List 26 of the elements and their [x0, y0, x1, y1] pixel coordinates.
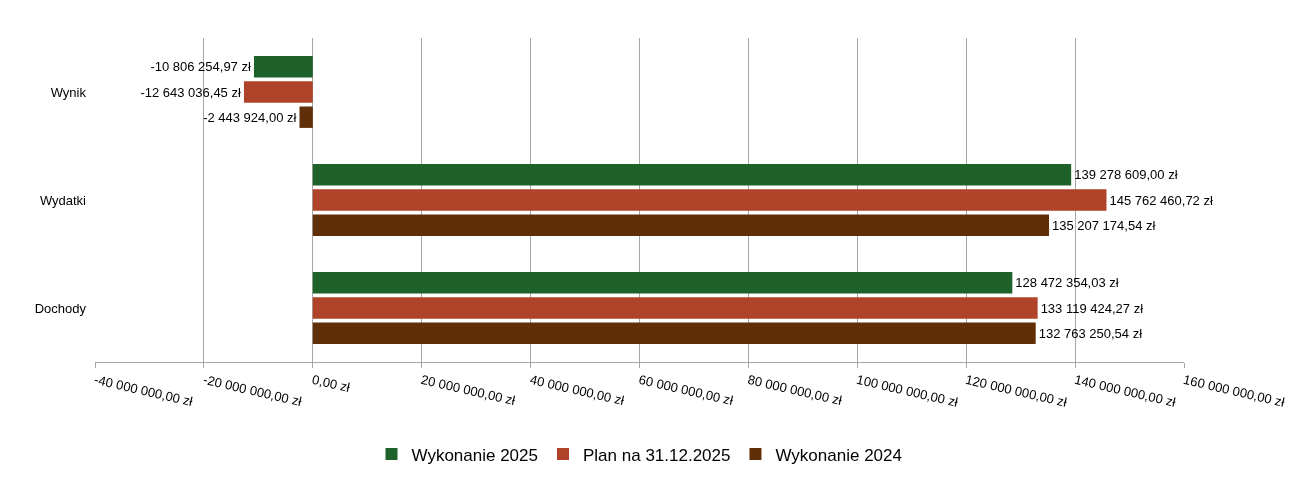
x-tick-label: 40 000 000,00 zł [528, 371, 626, 409]
data-label: -2 443 924,00 zł [203, 109, 297, 125]
y-tick-label: Dochody [34, 300, 87, 316]
x-tick-label: 160 000 000,00 zł [1181, 371, 1287, 410]
x-tick-label: 0,00 zł [310, 371, 352, 396]
data-label: 133 119 424,27 zł [1040, 300, 1144, 316]
legend-label: Wykonanie 2024 [775, 445, 902, 465]
x-tick-label: 100 000 000,00 zł [855, 371, 960, 410]
x-tick-label: 20 000 000,00 zł [419, 371, 517, 409]
x-tick-label: 80 000 000,00 zł [746, 371, 844, 409]
data-label: -12 643 036,45 zł [140, 84, 241, 100]
x-tick-label: -40 000 000,00 zł [92, 371, 195, 410]
y-tick-label: Wydatki [39, 192, 87, 208]
data-label: 135 207 174,54 zł [1052, 217, 1156, 233]
legend-label: Wykonanie 2025 [411, 445, 538, 465]
data-label: 139 278 609,00 zł [1074, 167, 1178, 183]
data-label: -10 806 254,97 zł [150, 59, 251, 75]
data-label: 128 472 354,03 zł [1015, 275, 1119, 291]
x-tick-label: 140 000 000,00 zł [1072, 371, 1178, 410]
x-tick-label: 120 000 000,00 zł [964, 371, 1069, 410]
data-label: 132 763 250,54 zł [1038, 325, 1143, 341]
x-tick-label: -20 000 000,00 zł [201, 371, 304, 410]
x-tick-label: 60 000 000,00 zł [637, 371, 735, 409]
y-tick-label: Wynik [50, 84, 87, 100]
legend-label: Plan na 31.12.2025 [583, 445, 731, 465]
data-label: 145 762 460,72 zł [1109, 192, 1213, 208]
